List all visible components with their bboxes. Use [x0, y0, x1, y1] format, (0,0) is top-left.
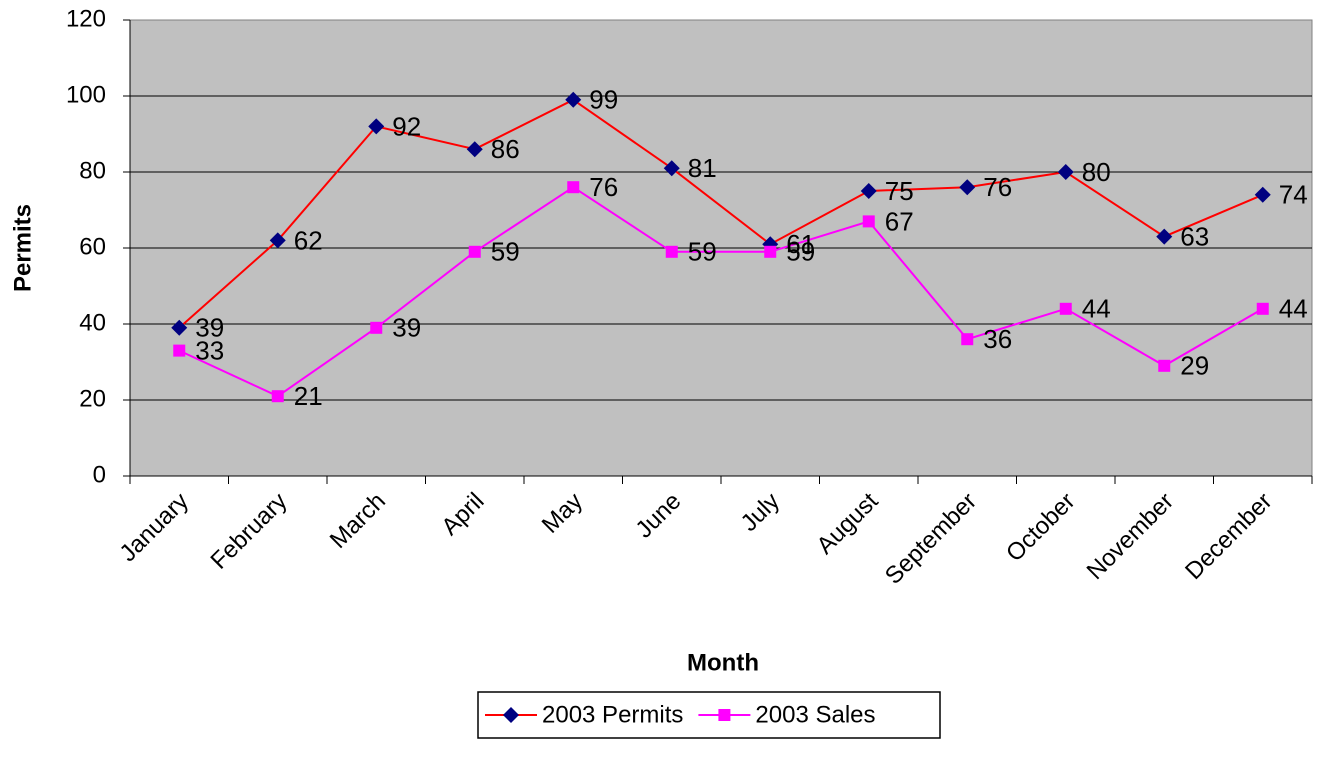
data-label: 80 [1082, 157, 1111, 187]
data-label: 76 [589, 172, 618, 202]
data-point [171, 319, 188, 336]
y-tick-label: 100 [66, 81, 106, 108]
data-point [860, 183, 877, 199]
data-point [665, 245, 678, 258]
data-label: 92 [392, 111, 421, 141]
data-point [271, 390, 284, 403]
x-tick-label: January [115, 488, 194, 567]
data-point [370, 321, 383, 334]
data-label: 67 [885, 206, 914, 236]
y-tick-label: 20 [79, 385, 106, 412]
x-tick-label: October [1001, 488, 1080, 567]
x-tick-label: August [812, 487, 884, 559]
data-label: 61 [786, 229, 815, 259]
data-point [1156, 228, 1173, 245]
data-label: 39 [195, 313, 224, 343]
data-point [862, 215, 875, 228]
data-point [961, 333, 974, 346]
data-point [764, 245, 777, 258]
x-tick-label: November [1082, 488, 1179, 585]
data-label: 44 [1082, 294, 1111, 324]
data-point [1059, 302, 1072, 315]
x-tick-label: December [1180, 488, 1277, 585]
data-label: 33 [195, 335, 224, 365]
legend-marker [503, 707, 519, 723]
data-point [565, 91, 582, 108]
y-tick-label: 0 [93, 461, 106, 488]
x-tick-label: March [325, 488, 391, 554]
data-point [1158, 359, 1171, 372]
data-label: 76 [983, 172, 1012, 202]
data-point [1254, 186, 1271, 203]
data-label: 86 [491, 134, 520, 164]
data-point [466, 141, 483, 158]
data-point [269, 232, 286, 249]
data-label: 36 [983, 324, 1012, 354]
data-label: 62 [294, 225, 323, 255]
data-label: 59 [688, 237, 717, 267]
data-label: 75 [885, 176, 914, 206]
data-point [1256, 302, 1269, 315]
series-line [178, 186, 1264, 398]
data-point [959, 179, 976, 196]
legend-label: 2003 Permits [542, 701, 683, 728]
data-label: 99 [589, 85, 618, 115]
y-axis-title: Permits [9, 204, 36, 292]
data-label: 59 [491, 237, 520, 267]
series-line [178, 98, 1264, 329]
data-label: 59 [786, 237, 815, 267]
data-label: 44 [1279, 294, 1308, 324]
x-tick-label: April [436, 488, 489, 541]
data-label: 74 [1279, 180, 1308, 210]
x-axis-title: Month [687, 649, 759, 676]
legend-label: 2003 Sales [755, 701, 875, 728]
data-label: 29 [1180, 351, 1209, 381]
x-tick-label: February [205, 488, 292, 575]
data-label: 63 [1180, 221, 1209, 251]
x-tick-label: May [537, 488, 588, 539]
x-tick-label: June [631, 488, 687, 544]
data-point [468, 245, 481, 258]
data-label: 21 [294, 381, 323, 411]
data-point [663, 160, 680, 177]
data-point [567, 181, 580, 194]
y-tick-label: 120 [66, 5, 106, 32]
y-tick-label: 60 [79, 233, 106, 260]
data-label: 39 [392, 313, 421, 343]
legend-marker [718, 709, 731, 721]
y-tick-label: 80 [79, 157, 106, 184]
data-point [368, 118, 385, 135]
y-tick-label: 40 [79, 309, 106, 336]
data-point [173, 344, 186, 357]
x-tick-label: September [880, 488, 982, 590]
data-label: 81 [688, 153, 717, 183]
data-point [1057, 164, 1074, 180]
x-tick-label: July [736, 488, 785, 537]
